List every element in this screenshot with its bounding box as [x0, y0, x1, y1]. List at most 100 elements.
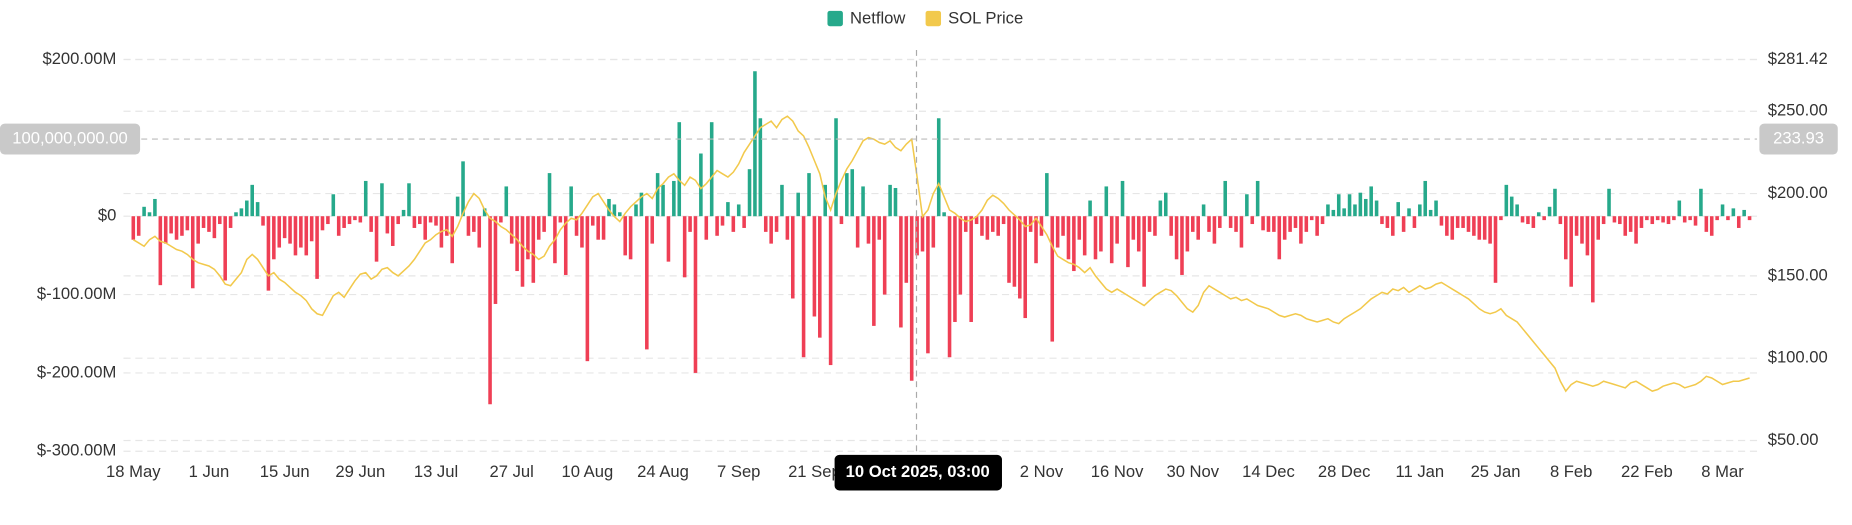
bar	[715, 216, 719, 236]
bar	[331, 194, 336, 217]
x-tick-label: 15 Jun	[260, 462, 310, 481]
bar	[688, 216, 692, 232]
bar	[1661, 216, 1665, 223]
bar	[1385, 216, 1390, 228]
bar	[893, 187, 898, 217]
crosshair-y2-tag	[1759, 123, 1838, 155]
crosshair-x-label: 10 Oct 2025, 03:00	[846, 462, 990, 481]
bar	[288, 216, 292, 244]
bar	[336, 216, 341, 236]
bar	[947, 216, 952, 358]
bar	[601, 216, 606, 240]
bar	[1526, 216, 1530, 225]
x-tick-label: 25 Jan	[1471, 462, 1521, 481]
bar	[639, 192, 644, 217]
bar	[1180, 216, 1184, 275]
bar	[1699, 188, 1703, 217]
bar	[1255, 180, 1260, 217]
bar	[1293, 216, 1298, 228]
bar	[1628, 216, 1633, 232]
bar	[563, 216, 568, 275]
bar	[569, 186, 573, 217]
bar	[250, 184, 255, 217]
bar	[736, 204, 741, 217]
bar	[774, 216, 779, 232]
bar	[758, 118, 763, 217]
bar	[661, 184, 665, 217]
bar	[942, 212, 946, 217]
bar	[1536, 212, 1541, 217]
bar	[1569, 216, 1573, 287]
bar	[1634, 216, 1638, 244]
bar	[239, 208, 244, 217]
bar	[1012, 216, 1017, 287]
bar	[1099, 216, 1103, 252]
bar	[169, 216, 173, 234]
bar	[1342, 208, 1346, 217]
bar	[1482, 216, 1487, 240]
x-tick-label: 1 Jun	[189, 462, 230, 481]
bar	[1266, 216, 1271, 232]
bar	[153, 198, 157, 217]
bar	[1585, 216, 1590, 256]
bar	[1493, 216, 1498, 283]
bar	[1142, 216, 1146, 287]
bar	[1277, 216, 1282, 260]
bar	[245, 200, 249, 217]
bar	[1212, 216, 1217, 244]
bar	[504, 186, 509, 217]
bar	[136, 216, 141, 236]
bar	[217, 216, 222, 225]
bar	[1201, 204, 1206, 217]
bar	[1228, 216, 1233, 228]
bar	[520, 216, 525, 287]
bar	[196, 216, 200, 244]
bar	[342, 216, 346, 228]
bar	[991, 216, 995, 232]
bar	[234, 212, 238, 217]
y-tick-label: $-200.00M	[37, 362, 116, 381]
bar	[1174, 216, 1179, 260]
bar	[142, 206, 146, 217]
bar	[385, 216, 390, 234]
bar	[920, 216, 925, 252]
bar	[1677, 200, 1682, 217]
bar	[1045, 173, 1049, 217]
y2-tick-label: $281.42	[1768, 49, 1828, 68]
bar	[1720, 204, 1725, 217]
bar	[1439, 216, 1444, 226]
bar	[1466, 216, 1471, 232]
bar	[320, 216, 325, 231]
bar	[672, 180, 676, 217]
bar	[877, 216, 882, 240]
x-tick-label: 2 Nov	[1020, 462, 1064, 481]
bar	[326, 216, 330, 225]
bar	[482, 208, 487, 217]
bar	[909, 216, 914, 381]
bar	[293, 216, 298, 256]
legend-label: SOL Price	[948, 9, 1023, 28]
bars	[131, 71, 1752, 405]
bar	[131, 216, 136, 240]
bar	[374, 216, 379, 262]
bar	[207, 216, 211, 232]
bar	[1682, 216, 1687, 223]
bar	[1072, 216, 1076, 272]
bar	[455, 196, 460, 217]
bar	[1693, 216, 1698, 226]
bar	[915, 216, 919, 256]
bar	[980, 216, 984, 236]
bar	[1645, 216, 1649, 221]
bar	[818, 216, 822, 338]
bar	[828, 216, 833, 366]
bar	[1336, 194, 1341, 217]
bar	[742, 216, 746, 228]
legend-label: Netflow	[850, 9, 906, 28]
bar	[309, 216, 314, 242]
bar	[1001, 216, 1006, 225]
bar	[526, 216, 530, 260]
bar	[796, 192, 800, 217]
bar	[958, 216, 963, 295]
bar	[1196, 216, 1200, 240]
